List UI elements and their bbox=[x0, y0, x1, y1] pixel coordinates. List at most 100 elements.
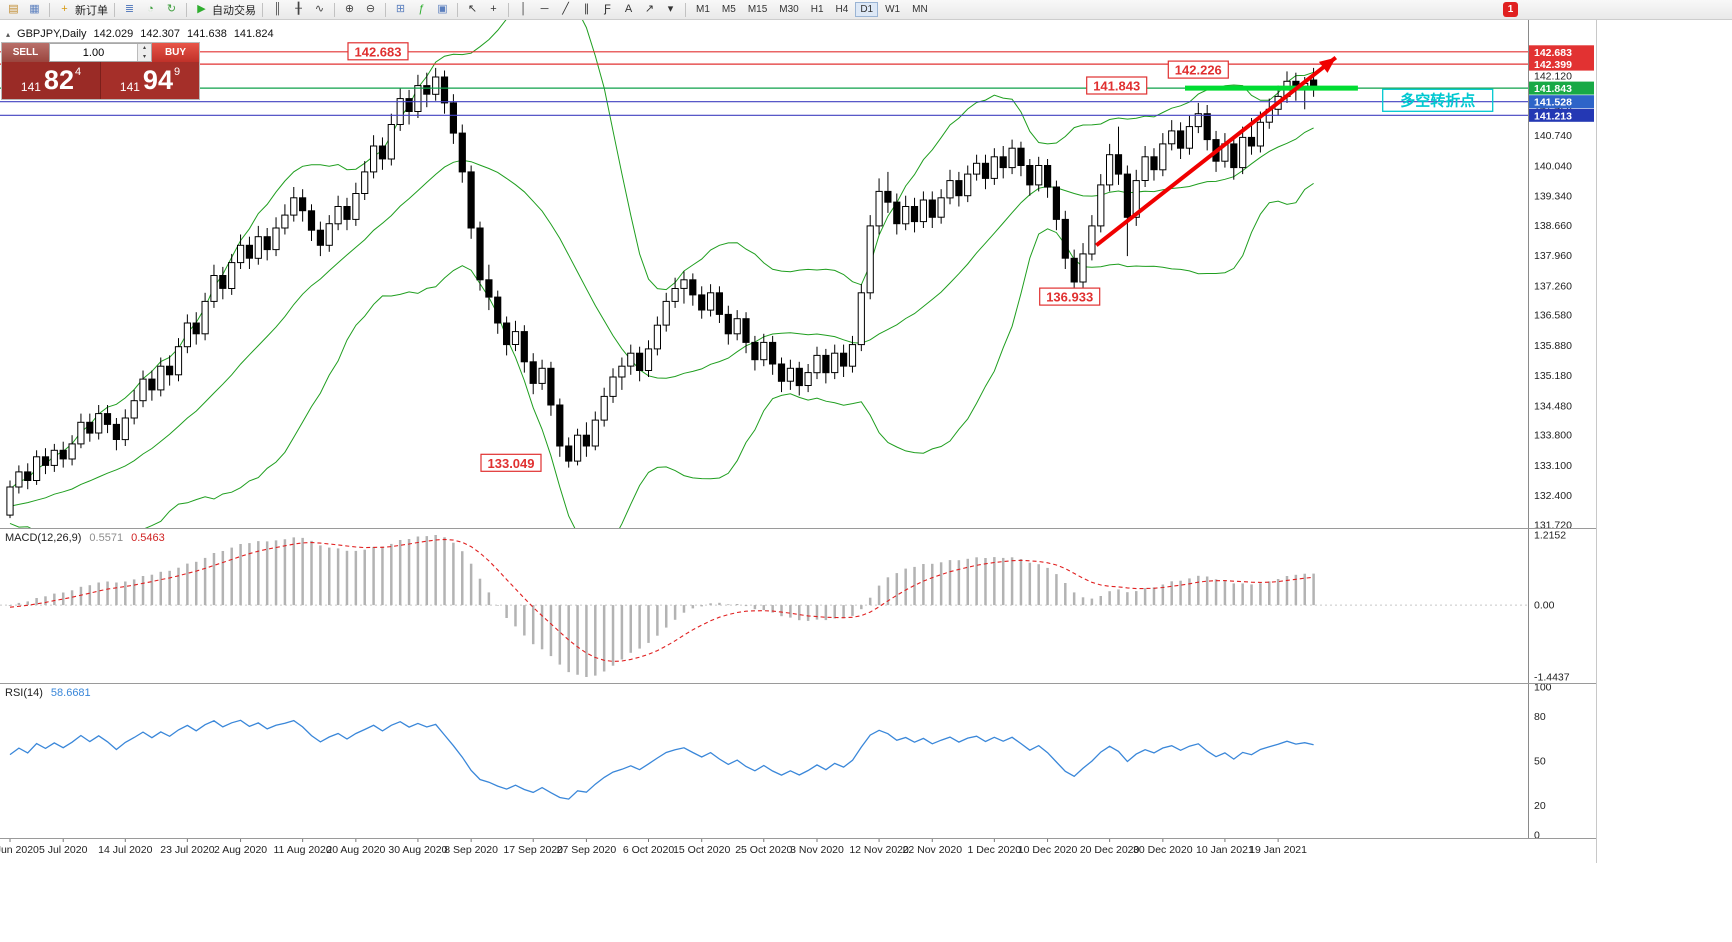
chart-canvas[interactable]: 142.683 142.226 141.843 136.933 133.049 多空转折点… bbox=[0, 20, 1596, 863]
toolbar-separator bbox=[685, 2, 686, 17]
price-callout[interactable]: 142.683 bbox=[347, 42, 409, 61]
price-callout[interactable]: 136.933 bbox=[1039, 287, 1101, 306]
svg-text:133.049: 133.049 bbox=[488, 456, 535, 471]
charts-menu-icon[interactable]: ▦ bbox=[24, 1, 45, 18]
autotrading-button[interactable]: ▶ 自动交易 bbox=[191, 1, 258, 18]
price-tick-label: 133.100 bbox=[1534, 460, 1572, 472]
macd-axis-label: 1.2152 bbox=[1534, 530, 1566, 542]
line-chart-icon: ∿ bbox=[314, 3, 325, 15]
date-label: 17 Sep 2020 bbox=[503, 844, 563, 856]
sell-button[interactable]: SELL bbox=[2, 43, 49, 62]
trend-arrow-line[interactable] bbox=[1095, 56, 1338, 247]
timeframe-m30[interactable]: M30 bbox=[779, 4, 799, 15]
date-label: 23 Jul 2020 bbox=[160, 844, 214, 856]
svg-text:142.683: 142.683 bbox=[355, 44, 402, 59]
timeframe-m5[interactable]: M5 bbox=[721, 4, 736, 15]
timeframe-mn[interactable]: MN bbox=[912, 4, 928, 15]
toolbar: ▤ ▦ + 新订单 ≣ ◔ ↻ ▶ 自动交易 ║ ╂ ∿ ⊕ ⊖ ⊞ ƒ ▣ ↖ + │ ─ ╱ ∥ Ƒ A ↗ ▾ M1 M5 M15 M… bbox=[0, 0, 1732, 20]
new-order-button[interactable]: + 新订单 bbox=[54, 1, 110, 18]
bar-chart-icon: ║ bbox=[273, 3, 282, 15]
toolbar-separator bbox=[334, 2, 335, 17]
bar-chart-icon[interactable]: ║ bbox=[267, 1, 288, 18]
rsi-panel[interactable] bbox=[9, 719, 1314, 800]
toolbar-separator bbox=[385, 2, 386, 17]
macd-panel[interactable] bbox=[0, 535, 1528, 677]
date-label: 20 Dec 2020 bbox=[1080, 844, 1140, 856]
line-chart-icon[interactable]: ∿ bbox=[309, 1, 330, 18]
zoom-in-icon[interactable]: ⊕ bbox=[339, 1, 360, 18]
timeframe-w1[interactable]: W1 bbox=[885, 4, 901, 15]
date-label: 22 Nov 2020 bbox=[903, 844, 963, 856]
zoom-out-icon[interactable]: ⊖ bbox=[360, 1, 381, 18]
axis-price-marker: 141.528 bbox=[1529, 95, 1594, 109]
price-callout[interactable]: 142.226 bbox=[1167, 60, 1229, 79]
volume-down-icon[interactable]: ▾ bbox=[138, 52, 151, 61]
crosshair-icon[interactable]: + bbox=[483, 1, 504, 18]
volume-input[interactable] bbox=[50, 44, 137, 61]
refresh-icon[interactable]: ↻ bbox=[161, 1, 182, 18]
toolbar-separator bbox=[262, 2, 263, 17]
price-tick-label: 139.340 bbox=[1534, 191, 1572, 203]
buy-price-pips: 94 bbox=[142, 65, 173, 95]
tile-windows-icon: ⊞ bbox=[395, 3, 406, 15]
price-tick-label: 136.580 bbox=[1534, 310, 1572, 322]
history-center-icon[interactable]: ◔ bbox=[140, 1, 161, 18]
candlestick-chart-icon[interactable]: ╂ bbox=[288, 1, 309, 18]
macd-signal-value: 0.5463 bbox=[131, 532, 165, 544]
chart-objects[interactable]: 142.683 142.226 141.843 136.933 133.049 多空转折点 bbox=[0, 42, 1528, 472]
timeframe-d1[interactable]: D1 bbox=[855, 2, 879, 17]
trendline-icon[interactable]: ╱ bbox=[555, 1, 576, 18]
date-label: 15 Oct 2020 bbox=[673, 844, 730, 856]
shapes-dropdown-icon[interactable]: ▾ bbox=[660, 1, 681, 18]
date-label: 30 Dec 2020 bbox=[1133, 844, 1193, 856]
cursor-icon[interactable]: ↖ bbox=[462, 1, 483, 18]
rsi-axis-label: 50 bbox=[1534, 756, 1546, 768]
price-callout[interactable]: 133.049 bbox=[480, 453, 542, 472]
date-label: 8 Sep 2020 bbox=[444, 844, 498, 856]
timeframe-m15[interactable]: M15 bbox=[747, 4, 768, 15]
date-label: 27 Sep 2020 bbox=[557, 844, 617, 856]
price-tick-label: 137.260 bbox=[1534, 280, 1572, 292]
vertical-line-icon[interactable]: │ bbox=[513, 1, 534, 18]
channel-icon[interactable]: ∥ bbox=[576, 1, 597, 18]
notification-badge[interactable]: 1 bbox=[1503, 2, 1518, 17]
turning-point-note[interactable]: 多空转折点 bbox=[1382, 88, 1494, 112]
fibonacci-icon[interactable]: Ƒ bbox=[597, 1, 618, 18]
quote-header: ▴ GBPJPY,Daily 142.029 142.307 141.638 1… bbox=[6, 28, 274, 40]
symbol-label: GBPJPY,Daily bbox=[17, 28, 87, 40]
macd-axis-label: -1.4437 bbox=[1534, 672, 1570, 684]
date-label: 12 Nov 2020 bbox=[849, 844, 909, 856]
date-label: 10 Dec 2020 bbox=[1018, 844, 1078, 856]
timeframe-h1[interactable]: H1 bbox=[810, 4, 824, 15]
axis-price-marker: 141.843 bbox=[1529, 81, 1594, 95]
fibonacci-icon: Ƒ bbox=[604, 3, 611, 15]
bollinger-lower-band bbox=[9, 182, 1314, 528]
price-callout[interactable]: 141.843 bbox=[1086, 76, 1148, 95]
timeframe-m1[interactable]: M1 bbox=[696, 4, 710, 15]
date-label: 6 Oct 2020 bbox=[623, 844, 675, 856]
buy-price-base: 141 bbox=[119, 80, 140, 94]
sell-price-panel[interactable]: 141 82 4 bbox=[2, 62, 101, 99]
indicators-icon[interactable]: ƒ bbox=[411, 1, 432, 18]
chart-window: 142.683 142.226 141.843 136.933 133.049 多空转折点… bbox=[0, 20, 1597, 863]
depth-of-market-icon[interactable]: ≣ bbox=[119, 1, 140, 18]
volume-up-icon[interactable]: ▴ bbox=[138, 44, 151, 53]
toolbar-separator bbox=[114, 2, 115, 17]
rsi-axis-label: 80 bbox=[1534, 711, 1546, 723]
text-label-icon[interactable]: A bbox=[618, 1, 639, 18]
svg-text:142.226: 142.226 bbox=[1175, 63, 1222, 78]
one-click-collapse-icon[interactable]: ▴ bbox=[6, 29, 11, 39]
buy-price-panel[interactable]: 141 94 9 bbox=[101, 62, 199, 99]
main-chart-panel[interactable] bbox=[6, 20, 1318, 555]
date-label: 25 Oct 2020 bbox=[735, 844, 792, 856]
history-center-icon: ◔ bbox=[147, 3, 154, 15]
buy-button[interactable]: BUY bbox=[152, 43, 199, 62]
arrows-tool-icon[interactable]: ↗ bbox=[639, 1, 660, 18]
price-tick-label: 137.960 bbox=[1534, 250, 1572, 262]
new-order-ticket-icon[interactable]: ▤ bbox=[3, 1, 24, 18]
templates-icon[interactable]: ▣ bbox=[432, 1, 453, 18]
tile-windows-icon[interactable]: ⊞ bbox=[390, 1, 411, 18]
horizontal-line-icon[interactable]: ─ bbox=[534, 1, 555, 18]
timeframe-h4[interactable]: H4 bbox=[835, 4, 849, 15]
quote-low: 141.638 bbox=[187, 28, 227, 40]
